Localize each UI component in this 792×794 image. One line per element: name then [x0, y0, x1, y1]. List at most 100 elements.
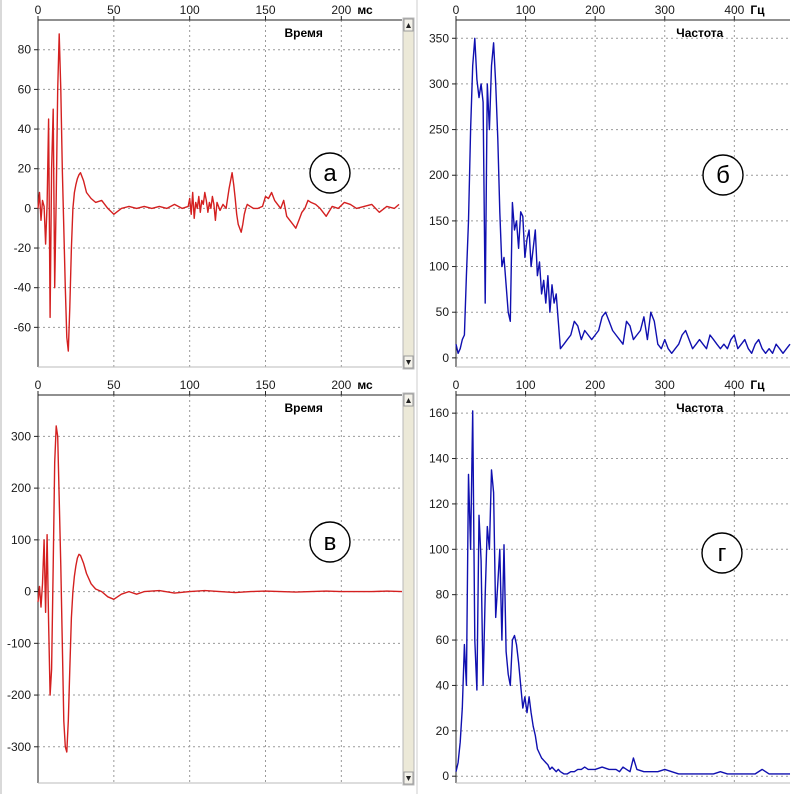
y-tick-label: 0 [24, 201, 31, 215]
data-point [626, 321, 627, 322]
data-point [522, 708, 523, 709]
data-point [713, 773, 714, 774]
data-point [533, 726, 534, 727]
y-tick-label: 150 [429, 214, 449, 228]
data-point [47, 204, 48, 205]
data-point [574, 771, 575, 772]
data-point [489, 549, 490, 550]
data-point [455, 771, 456, 772]
data-point [212, 196, 213, 197]
y-tick-label: 60 [18, 82, 32, 96]
chart-panel-b: 0 100 200 300 400 Гц 350 300 250 200 150 100 50 0 Част… [429, 3, 791, 368]
data-point [499, 211, 500, 212]
data-point [151, 208, 152, 209]
panel-badge-circle [309, 152, 351, 194]
data-point [198, 196, 199, 197]
data-point [398, 204, 399, 205]
data-point [63, 720, 64, 721]
data-point [107, 596, 108, 597]
data-point [541, 293, 542, 294]
data-point [371, 204, 372, 205]
data-point [113, 599, 114, 600]
data-point [466, 685, 467, 686]
data-point [216, 202, 217, 203]
data-point [268, 198, 269, 199]
data-point [78, 554, 79, 555]
data-point [265, 591, 266, 592]
data-point [460, 348, 461, 349]
data-point [485, 303, 486, 304]
x-tick-label: 300 [655, 378, 675, 392]
data-point [371, 591, 372, 592]
data-point [629, 325, 630, 326]
data-point [253, 208, 254, 209]
data-point [472, 65, 473, 66]
data-point [40, 607, 41, 608]
data-point [489, 129, 490, 130]
data-point [159, 590, 160, 591]
data-point [581, 339, 582, 340]
data-point [522, 216, 523, 217]
data-point [320, 208, 321, 209]
data-point [545, 762, 546, 763]
data-point [720, 348, 721, 349]
y-tick-label: 100 [429, 542, 449, 556]
data-point [526, 712, 527, 713]
x-tick-label: 0 [35, 378, 42, 392]
data-point [526, 239, 527, 240]
y-tick-label: -300 [7, 740, 31, 754]
data-point [95, 202, 96, 203]
data-point [543, 760, 544, 761]
data-point [341, 591, 342, 592]
data-point [520, 211, 521, 212]
data-point [159, 206, 160, 207]
data-point [539, 753, 540, 754]
data-point [765, 353, 766, 354]
data-point [283, 200, 284, 201]
data-point [310, 591, 311, 592]
data-point [44, 206, 45, 207]
data-point [174, 593, 175, 594]
data-point [556, 293, 557, 294]
data-point [647, 339, 648, 340]
data-point [54, 287, 55, 288]
data-point [344, 202, 345, 203]
y-tick-label: 200 [429, 168, 449, 182]
data-point [501, 640, 502, 641]
data-point [595, 334, 596, 335]
data-point [204, 590, 205, 591]
data-point [401, 591, 402, 592]
data-point [53, 565, 54, 566]
data-point [524, 696, 525, 697]
data-point [379, 212, 380, 213]
data-point [626, 769, 627, 770]
data-point [508, 312, 509, 313]
data-point [247, 204, 248, 205]
data-point [727, 773, 728, 774]
y-tick-label: 300 [429, 77, 449, 91]
data-point [77, 178, 78, 179]
data-point [510, 685, 511, 686]
data-point [675, 348, 676, 349]
data-point [574, 321, 575, 322]
data-point [636, 334, 637, 335]
data-point [86, 192, 87, 193]
scrollbar-track [402, 392, 415, 786]
x-tick-label: 0 [453, 378, 460, 392]
data-point [622, 767, 623, 768]
data-point [298, 220, 299, 221]
data-point [495, 617, 496, 618]
data-point [301, 212, 302, 213]
data-point [547, 275, 548, 276]
data-point [75, 565, 76, 566]
x-tick-label: 0 [453, 3, 460, 17]
data-point [535, 735, 536, 736]
data-point [68, 720, 69, 721]
data-point [776, 773, 777, 774]
data-point [57, 89, 58, 90]
data-point [551, 767, 552, 768]
data-point [455, 344, 456, 345]
data-point [481, 560, 482, 561]
y-tick-label: 50 [436, 305, 450, 319]
